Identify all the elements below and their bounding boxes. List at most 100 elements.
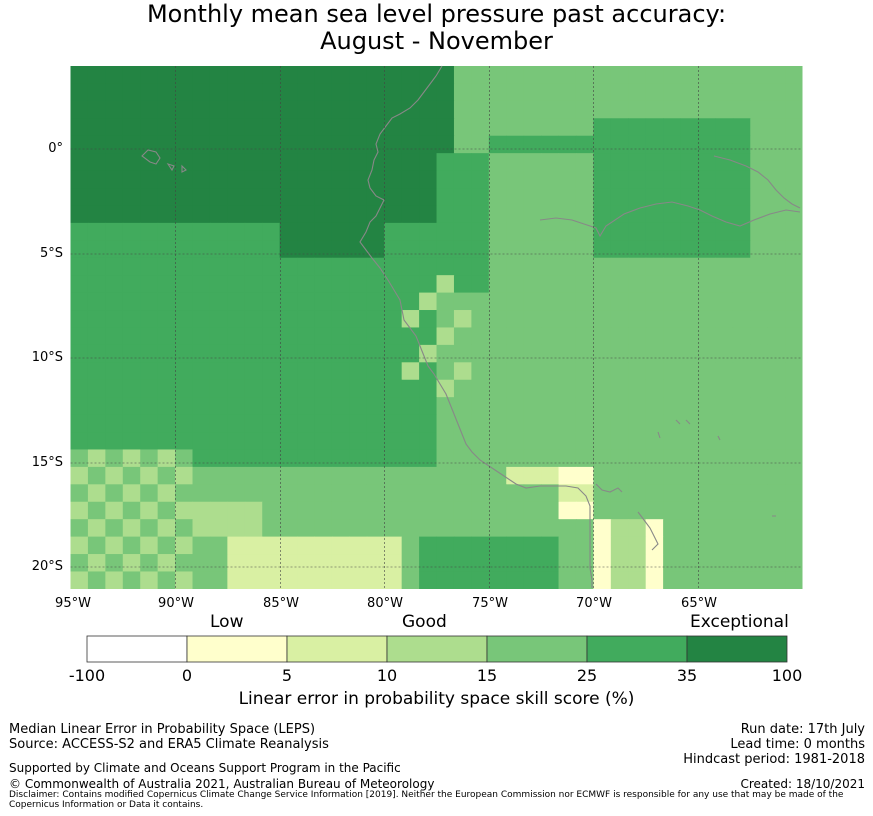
skill-cell	[628, 554, 647, 572]
skill-cell	[70, 188, 89, 206]
skill-cell	[384, 449, 403, 468]
skill-cell	[401, 554, 420, 572]
skill-cell	[384, 554, 403, 572]
skill-cell	[175, 397, 194, 416]
skill-cell	[105, 275, 124, 294]
skill-cell	[541, 257, 560, 276]
skill-cell	[645, 484, 664, 503]
skill-cell	[209, 257, 228, 276]
skill-cell	[87, 205, 106, 224]
skill-cell	[680, 536, 699, 555]
skill-cell	[628, 240, 647, 259]
skill-cell	[366, 432, 385, 450]
skill-cell	[453, 153, 472, 172]
skill-cell	[680, 292, 699, 311]
lat-label-0: 0°	[48, 141, 63, 156]
skill-cell	[227, 536, 246, 555]
skill-cell	[436, 100, 455, 119]
skill-cell	[488, 449, 507, 468]
skill-cell	[680, 554, 699, 572]
skill-cell	[697, 275, 716, 294]
skill-cell	[453, 484, 472, 503]
skill-cell	[87, 310, 106, 328]
skill-cell	[767, 100, 786, 119]
skill-cell	[488, 188, 507, 206]
skill-cell	[140, 571, 159, 589]
skill-cell	[471, 362, 490, 381]
skill-cell	[87, 170, 106, 189]
skill-cell	[767, 414, 786, 433]
skill-cell	[297, 379, 316, 398]
skill-cell	[122, 310, 141, 328]
skill-cell	[697, 257, 716, 276]
lon-label-95w: 95°W	[55, 596, 91, 611]
skill-cell	[297, 118, 316, 137]
skill-cell	[645, 554, 664, 572]
skill-cell	[628, 484, 647, 503]
skill-cell	[279, 501, 298, 520]
skill-cell	[279, 222, 298, 241]
skill-cell	[175, 362, 194, 381]
skill-cell	[331, 222, 350, 241]
skill-cell	[645, 222, 664, 241]
skill-cell	[244, 362, 263, 381]
skill-cell	[732, 188, 751, 206]
skill-cell	[558, 83, 577, 102]
skill-cell	[366, 344, 385, 363]
cb-tick-35: 35	[676, 666, 698, 685]
skill-cell	[436, 519, 455, 538]
skill-cell	[209, 275, 228, 294]
skill-cell	[732, 100, 751, 119]
skill-cell	[227, 571, 246, 589]
skill-cell	[715, 188, 734, 206]
skill-cell	[331, 466, 350, 485]
skill-cell	[70, 205, 89, 224]
skill-cell	[575, 153, 594, 172]
skill-cell	[331, 536, 350, 555]
skill-cell	[453, 257, 472, 276]
skill-cell	[227, 310, 246, 328]
skill-cell	[767, 66, 786, 84]
skill-cell	[157, 292, 176, 311]
colorbar-swatch	[586, 635, 688, 663]
skill-cell	[262, 432, 281, 450]
skill-cell	[279, 362, 298, 381]
skill-cell	[715, 519, 734, 538]
skill-cell	[105, 466, 124, 485]
skill-cell	[471, 327, 490, 346]
skill-cell	[297, 275, 316, 294]
map-title-line-1: Monthly mean sea level pressure past acc…	[146, 0, 727, 28]
skill-cell	[593, 327, 612, 346]
skill-cell	[314, 275, 333, 294]
skill-cell	[140, 292, 159, 311]
skill-cell	[349, 571, 368, 589]
skill-cell	[262, 501, 281, 520]
skill-cell	[122, 118, 141, 137]
skill-cell	[70, 519, 89, 538]
skill-cell	[297, 519, 316, 538]
skill-cell	[419, 310, 438, 328]
skill-cell	[227, 432, 246, 450]
skill-cell	[349, 100, 368, 119]
skill-cell	[453, 118, 472, 137]
skill-cell	[453, 205, 472, 224]
skill-cell	[401, 257, 420, 276]
skill-cell	[227, 170, 246, 189]
skill-cell	[715, 83, 734, 102]
skill-cell	[697, 100, 716, 119]
skill-cell	[732, 397, 751, 416]
skill-cell	[697, 153, 716, 172]
skill-cell	[314, 519, 333, 538]
skill-cell	[506, 170, 525, 189]
skill-cell	[192, 83, 211, 102]
footer-run-date: Run date: 17th July	[740, 722, 865, 737]
skill-cell	[715, 432, 734, 450]
cb-tick-minus100: -100	[68, 666, 106, 685]
skill-cell	[140, 170, 159, 189]
skill-cell	[209, 414, 228, 433]
skill-cell	[140, 414, 159, 433]
skill-cell	[453, 327, 472, 346]
skill-cell	[732, 118, 751, 137]
skill-cell	[663, 170, 682, 189]
skill-cell	[175, 571, 194, 589]
